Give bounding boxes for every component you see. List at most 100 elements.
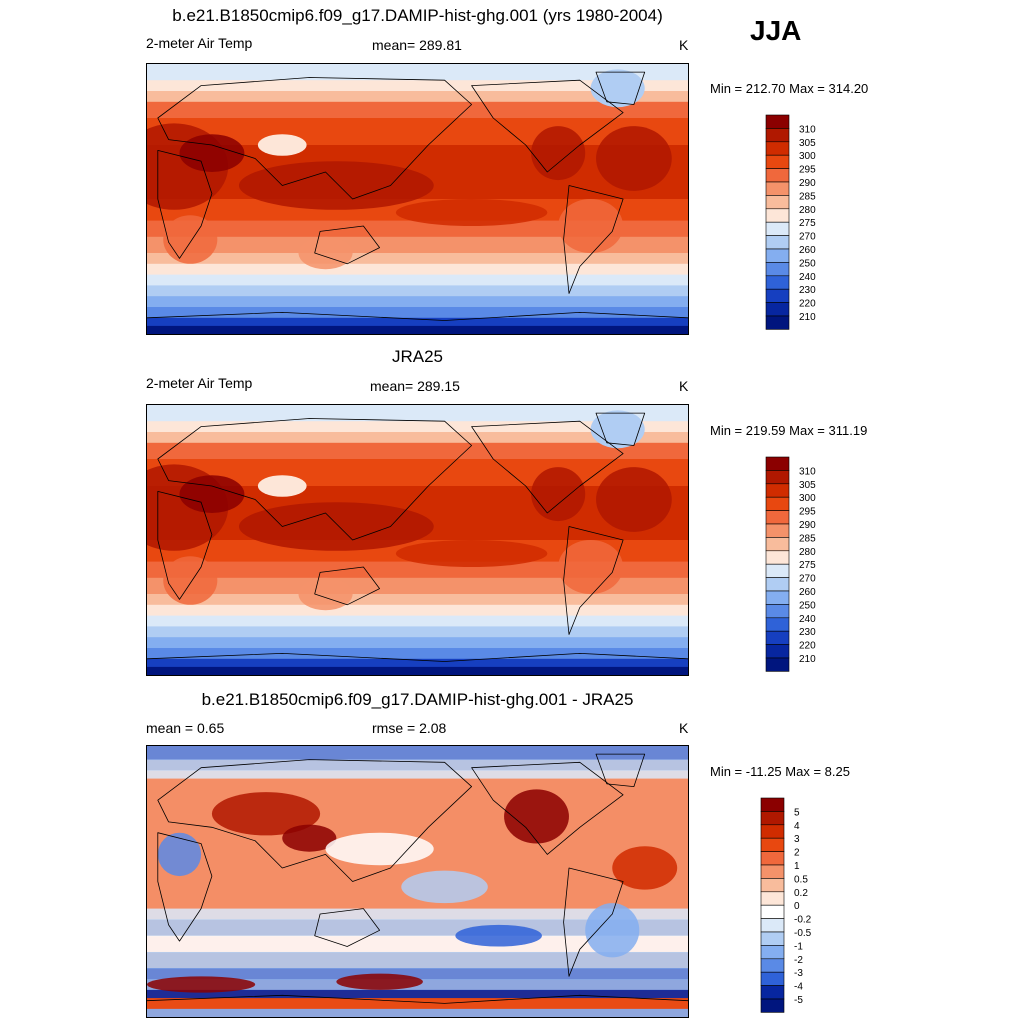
temperature-region [298, 236, 353, 270]
temperature-region [531, 126, 586, 181]
colorbar-tick-label: 300 [799, 151, 816, 162]
difference-region [325, 832, 434, 866]
temperature-band [147, 285, 688, 297]
colorbar-tick-label: 275 [799, 218, 816, 229]
coastline [471, 79, 624, 173]
colorbar-tick-label: 305 [799, 480, 816, 491]
coastline [157, 491, 213, 600]
colorbar-box [765, 288, 790, 303]
coastline [471, 761, 624, 855]
colorbar-box [760, 945, 785, 960]
colorbar-tick-label: 1 [794, 861, 800, 872]
colorbar-tick-label: 2 [794, 848, 800, 859]
temperature-region [531, 467, 586, 522]
coastline [595, 71, 646, 105]
difference-region [585, 903, 640, 958]
temperature-band [147, 307, 688, 319]
colorbar-box [765, 496, 790, 511]
colorbar-box [765, 644, 790, 659]
coastline [157, 150, 213, 259]
panel-2-units: K [679, 378, 689, 394]
colorbar-box [765, 550, 790, 565]
temperature-region [238, 161, 434, 210]
colorbar-box [765, 483, 790, 498]
difference-region [504, 789, 569, 844]
temperature-band [147, 658, 688, 668]
greenland-cold-spot [590, 410, 645, 449]
panel-1-minmax: Min = 212.70 Max = 314.20 [710, 81, 869, 96]
temperature-band [147, 220, 688, 238]
colorbar-box [765, 604, 790, 619]
colorbar-tick-label: 305 [799, 138, 816, 149]
panel-3-units: K [679, 720, 689, 736]
temperature-region [163, 556, 218, 605]
colorbar-box [765, 315, 790, 330]
difference-band [147, 759, 688, 771]
colorbar-tick-label: 4 [794, 821, 800, 832]
temperature-band [147, 296, 688, 308]
colorbar-box [765, 657, 790, 672]
panel-3-colorbar: 5 4 3 2 1 0.5 0.2 0 -0.2 -0.5 -1 -2 -3 -4 -5 [760, 797, 831, 1013]
colorbar-box [760, 851, 785, 866]
colorbar-box [760, 904, 785, 919]
colorbar-tick-label: 310 [799, 124, 816, 135]
colorbar-tick-label: -0.5 [794, 928, 812, 939]
temperature-band [147, 263, 688, 276]
panel-3-mean-label: mean = 0.65 [146, 720, 225, 736]
temperature-band [147, 405, 688, 422]
colorbar-box [765, 154, 790, 169]
temperature-band [147, 101, 688, 119]
coastline [314, 566, 381, 606]
temperature-region [395, 540, 548, 567]
colorbar-box [760, 971, 785, 986]
colorbar-tick-label: 290 [799, 178, 816, 189]
coastline [471, 420, 624, 514]
antarctica-coastline [147, 311, 688, 321]
temperature-band [147, 325, 688, 334]
colorbar-tick-label: 270 [799, 574, 816, 585]
colorbar-tick-label: 285 [799, 533, 816, 544]
colorbar-tick-label: 230 [799, 627, 816, 638]
colorbar-box [765, 114, 790, 129]
temperature-band [147, 421, 688, 433]
temperature-region [558, 540, 624, 594]
colorbar-box [765, 141, 790, 156]
colorbar-tick-label: 0.2 [794, 888, 808, 899]
temperature-band [147, 561, 688, 579]
panel-1-map [146, 63, 689, 335]
panel-2-colorbar: 310 305 300 295 290 285 280 275 270 260 250 240 230 2… [765, 456, 836, 672]
colorbar-box [765, 181, 790, 196]
temperature-region [179, 134, 245, 172]
temperature-band [147, 253, 688, 265]
colorbar-box [760, 958, 785, 973]
colorbar-box [765, 302, 790, 317]
panel-2-variable-label: 2-meter Air Temp [146, 375, 253, 391]
colorbar-box [760, 824, 785, 839]
colorbar-tick-label: 250 [799, 258, 816, 269]
colorbar-tick-label: 290 [799, 520, 816, 531]
panel-3-minmax: Min = -11.25 Max = 8.25 [710, 764, 850, 779]
temperature-band [147, 317, 688, 327]
coastline [595, 753, 646, 787]
colorbar-box [765, 510, 790, 525]
colorbar-tick-label: 220 [799, 299, 816, 310]
colorbar-tick-label: 260 [799, 245, 816, 256]
colorbar-box [765, 128, 790, 143]
colorbar-box [760, 878, 785, 893]
temperature-band [147, 615, 688, 627]
difference-region [157, 832, 202, 877]
panel-2-title: JRA25 [391, 347, 444, 366]
colorbar-tick-label: 210 [799, 654, 816, 665]
panel-3-title: b.e21.B1850cmip6.f09_g17.DAMIP-hist-ghg.… [201, 690, 634, 709]
coastline [563, 526, 624, 635]
colorbar-tick-label: 285 [799, 191, 816, 202]
temperature-region [163, 215, 218, 264]
difference-band [147, 919, 688, 937]
colorbar-tick-label: 270 [799, 232, 816, 243]
colorbar-tick-label: 5 [794, 807, 800, 818]
colorbar-tick-label: 240 [799, 614, 816, 625]
colorbar-tick-label: 220 [799, 641, 816, 652]
colorbar-box [765, 262, 790, 277]
colorbar-tick-label: 210 [799, 312, 816, 323]
colorbar-box [765, 563, 790, 578]
